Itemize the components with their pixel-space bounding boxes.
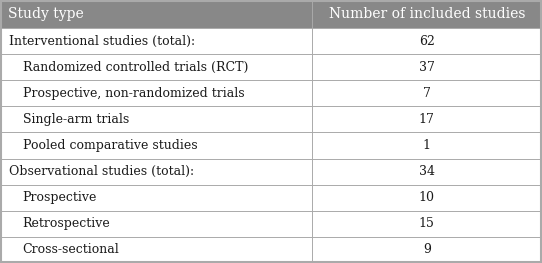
Text: Retrospective: Retrospective [23,217,111,230]
Text: Prospective, non-randomized trials: Prospective, non-randomized trials [23,87,244,100]
Bar [0,106,542,133]
Text: Single-arm trials: Single-arm trials [23,113,129,126]
Bar [0,211,542,237]
Text: Study type: Study type [8,7,83,21]
Text: 34: 34 [419,165,435,178]
Bar [0,0,312,28]
Text: Prospective: Prospective [23,191,97,204]
Text: Observational studies (total):: Observational studies (total): [9,165,194,178]
Bar [0,133,542,159]
Text: 9: 9 [423,244,431,256]
Text: Cross-sectional: Cross-sectional [23,244,119,256]
Bar [0,159,542,185]
Text: 17: 17 [419,113,435,126]
Text: 37: 37 [419,61,435,74]
Bar [0,54,542,80]
Text: Interventional studies (total):: Interventional studies (total): [9,34,195,48]
Text: 1: 1 [423,139,431,152]
Bar [0,28,542,54]
Text: Randomized controlled trials (RCT): Randomized controlled trials (RCT) [23,61,248,74]
Text: Pooled comparative studies: Pooled comparative studies [23,139,197,152]
Bar [0,80,542,106]
Bar [0,237,542,263]
Text: Number of included studies: Number of included studies [328,7,525,21]
Text: 62: 62 [419,34,435,48]
Bar [0,185,542,211]
Bar [312,0,542,28]
Text: 10: 10 [419,191,435,204]
Text: 7: 7 [423,87,431,100]
Text: 15: 15 [419,217,435,230]
